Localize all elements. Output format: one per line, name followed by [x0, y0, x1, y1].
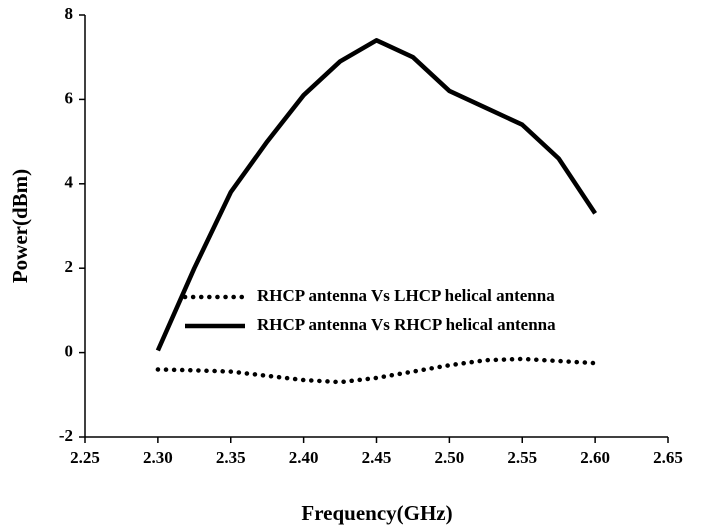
- x-tick-label: 2.35: [216, 448, 246, 467]
- y-tick-label: -2: [59, 426, 73, 445]
- x-tick-label: 2.65: [653, 448, 683, 467]
- y-tick-label: 6: [65, 88, 74, 107]
- y-tick-label: 0: [65, 342, 74, 361]
- x-tick-label: 2.40: [289, 448, 319, 467]
- x-tick-label: 2.50: [435, 448, 465, 467]
- x-tick-label: 2.55: [507, 448, 537, 467]
- line-series: [155, 356, 598, 385]
- x-tick-label: 2.25: [70, 448, 100, 467]
- y-axis-title: Power(dBm): [8, 169, 32, 283]
- x-tick-label: 2.60: [580, 448, 610, 467]
- y-tick-label: 2: [65, 257, 74, 276]
- legend-label: RHCP antenna Vs LHCP helical antenna: [257, 286, 555, 305]
- x-tick-label: 2.30: [143, 448, 173, 467]
- x-tick-label: 2.45: [362, 448, 392, 467]
- line-series: [155, 38, 597, 352]
- x-axis-title: Frequency(GHz): [301, 501, 452, 525]
- y-tick-label: 4: [65, 173, 74, 192]
- y-tick-label: 8: [65, 4, 74, 23]
- legend-label: RHCP antenna Vs RHCP helical antenna: [257, 315, 556, 334]
